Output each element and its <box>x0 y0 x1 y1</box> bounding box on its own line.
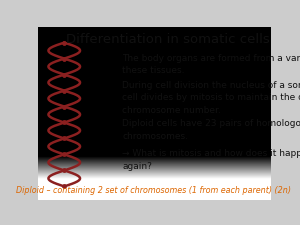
Text: The body organs are formed from a variety of: The body organs are formed from a variet… <box>122 54 300 63</box>
Text: Diploid – containing 2 set of chromosomes (1 from each parent) (2n): Diploid – containing 2 set of chromosome… <box>16 186 291 195</box>
Text: chromosome number.: chromosome number. <box>122 106 221 115</box>
Text: cell divides by mitosis to maintain the diploid: cell divides by mitosis to maintain the … <box>122 93 300 102</box>
Text: Diploid cells have 23 pairs of homologous: Diploid cells have 23 pairs of homologou… <box>122 119 300 128</box>
Text: Differentiation in somatic cells: Differentiation in somatic cells <box>66 33 270 46</box>
Text: these tissues.: these tissues. <box>122 66 185 75</box>
Text: → What is mitosis and how does it happen: → What is mitosis and how does it happen <box>122 149 300 158</box>
Text: chromosomes.: chromosomes. <box>122 132 188 141</box>
Text: During cell division the nucleus of a somatic: During cell division the nucleus of a so… <box>122 81 300 90</box>
Text: again?: again? <box>122 162 152 171</box>
